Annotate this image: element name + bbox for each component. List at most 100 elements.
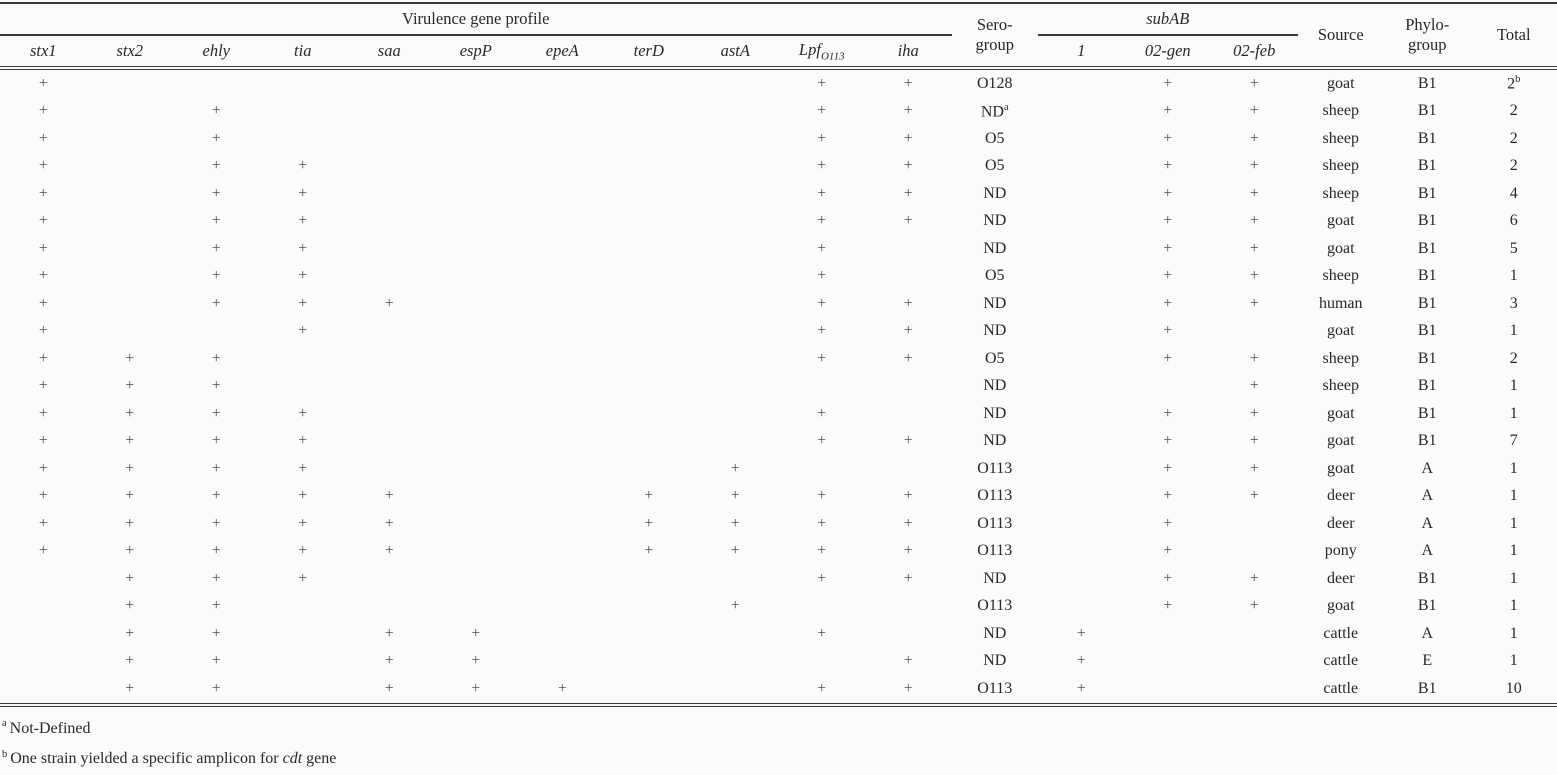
cell-ehly: + — [173, 620, 260, 648]
cell-lpf: + — [779, 538, 866, 566]
cell-total: 1 — [1471, 510, 1557, 538]
cell-stx1: + — [0, 180, 87, 208]
cell-ehly: + — [173, 455, 260, 483]
cell-serogroup: O5 — [952, 345, 1039, 373]
cell-phylogroup: B1 — [1384, 208, 1471, 236]
cell-espp — [433, 290, 520, 318]
cell-ehly: + — [173, 180, 260, 208]
cell-espp — [433, 180, 520, 208]
cell-asta — [692, 400, 779, 428]
cell-total: 1 — [1471, 318, 1557, 346]
cell-source: sheep — [1298, 373, 1385, 401]
cell-serogroup: ND — [952, 290, 1039, 318]
cell-stx1: + — [0, 290, 87, 318]
cell-stx2: + — [87, 400, 174, 428]
cell-lpf: + — [779, 345, 866, 373]
gene-col-asta: astA — [692, 36, 779, 70]
cell-stx1: + — [0, 98, 87, 126]
cell-subab-02-feb: + — [1211, 208, 1298, 236]
cell-terd — [606, 125, 693, 153]
cell-phylogroup: A — [1384, 538, 1471, 566]
cell-subab-1 — [1038, 565, 1125, 593]
cell-serogroup: ND — [952, 208, 1039, 236]
cell-lpf — [779, 648, 866, 676]
cell-espp — [433, 428, 520, 456]
cell-espp — [433, 263, 520, 291]
cell-serogroup: ND — [952, 180, 1039, 208]
cell-terd: + — [606, 538, 693, 566]
cell-iha — [865, 455, 952, 483]
cell-subab-02-gen — [1125, 675, 1212, 703]
cell-serogroup: ND — [952, 428, 1039, 456]
footnote-italic-term: cdt — [283, 750, 303, 767]
cell-stx2 — [87, 318, 174, 346]
cell-saa — [346, 70, 433, 98]
cell-terd — [606, 263, 693, 291]
cell-phylogroup: A — [1384, 483, 1471, 511]
cell-source: goat — [1298, 235, 1385, 263]
cell-lpf: + — [779, 235, 866, 263]
cell-ehly: + — [173, 538, 260, 566]
cell-terd — [606, 620, 693, 648]
cell-lpf — [779, 593, 866, 621]
cell-saa — [346, 208, 433, 236]
cell-subab-1 — [1038, 345, 1125, 373]
cell-ehly: + — [173, 153, 260, 181]
cell-iha — [865, 400, 952, 428]
cell-subab-02-feb — [1211, 648, 1298, 676]
cell-subab-02-gen: + — [1125, 98, 1212, 126]
cell-phylogroup: B1 — [1384, 400, 1471, 428]
cell-phylogroup: B1 — [1384, 345, 1471, 373]
cell-stx2: + — [87, 510, 174, 538]
cell-subab-02-gen: + — [1125, 538, 1212, 566]
cell-source: goat — [1298, 593, 1385, 621]
cell-asta: + — [692, 483, 779, 511]
cell-stx2 — [87, 125, 174, 153]
cell-subab-1 — [1038, 153, 1125, 181]
cell-espp: + — [433, 620, 520, 648]
cell-serogroup: ND — [952, 235, 1039, 263]
cell-asta: + — [692, 538, 779, 566]
cell-iha: + — [865, 318, 952, 346]
cell-stx1: + — [0, 538, 87, 566]
cell-terd — [606, 565, 693, 593]
cell-iha — [865, 620, 952, 648]
header-serogroup: Sero-group — [952, 4, 1039, 70]
cell-saa: + — [346, 510, 433, 538]
cell-subab-02-gen: + — [1125, 290, 1212, 318]
gene-col-lpf: LpfO113 — [779, 36, 866, 70]
cell-stx2: + — [87, 455, 174, 483]
cell-phylogroup: B1 — [1384, 263, 1471, 291]
cell-espp — [433, 208, 520, 236]
cell-asta — [692, 70, 779, 98]
cell-epea — [519, 373, 606, 401]
cell-asta — [692, 428, 779, 456]
virulence-gene-table: Virulence gene profile Sero-group subAB … — [0, 2, 1557, 707]
cell-iha: + — [865, 345, 952, 373]
cell-iha: + — [865, 290, 952, 318]
cell-subab-02-feb: + — [1211, 180, 1298, 208]
gene-col-subscript: O113 — [821, 50, 845, 62]
cell-iha: + — [865, 483, 952, 511]
cell-iha: + — [865, 510, 952, 538]
cell-subab-02-gen: + — [1125, 263, 1212, 291]
cell-asta — [692, 153, 779, 181]
cell-stx2: + — [87, 538, 174, 566]
cell-stx2: + — [87, 593, 174, 621]
cell-phylogroup: B1 — [1384, 98, 1471, 126]
cell-stx2: + — [87, 620, 174, 648]
cell-stx1: + — [0, 125, 87, 153]
cell-tia — [260, 373, 347, 401]
cell-stx1: + — [0, 235, 87, 263]
cell-terd — [606, 318, 693, 346]
cell-stx1: + — [0, 263, 87, 291]
cell-saa — [346, 593, 433, 621]
cell-source: deer — [1298, 565, 1385, 593]
cell-asta: + — [692, 510, 779, 538]
gene-col-saa: saa — [346, 36, 433, 70]
cell-tia: + — [260, 235, 347, 263]
cell-stx1: + — [0, 208, 87, 236]
cell-asta — [692, 565, 779, 593]
